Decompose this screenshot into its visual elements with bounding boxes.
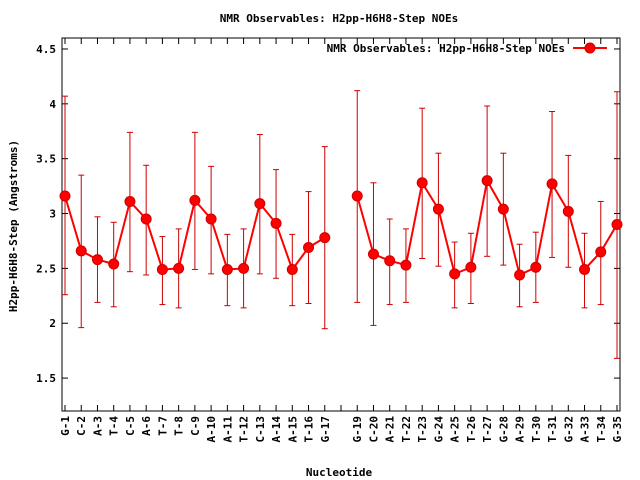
x-tick-label-4: C-5: [124, 416, 137, 436]
error-bars: [62, 90, 620, 359]
data-point-26: [481, 175, 493, 187]
data-point-1: [75, 245, 87, 257]
legend-marker: [584, 42, 596, 54]
data-point-8: [189, 194, 201, 206]
data-point-25: [465, 261, 477, 273]
y-tick-label-2: 2.5: [36, 262, 56, 275]
chart-title: NMR Observables: H2pp-H6H8-Step NOEs: [220, 12, 458, 25]
data-point-16: [319, 232, 331, 244]
x-tick-label-1: C-2: [75, 416, 88, 436]
data-point-30: [546, 178, 558, 190]
data-point-27: [497, 203, 509, 215]
x-tick-label-22: T-23: [416, 416, 429, 443]
y-axis-ticks: 1.5 2 2.5 3 3.5 4 4.5: [36, 43, 620, 385]
x-tick-label-31: G-32: [562, 416, 575, 443]
x-tick-label-13: A-14: [270, 416, 283, 443]
x-tick-label-8: C-9: [189, 416, 202, 436]
data-point-6: [156, 263, 168, 275]
data-point-18: [351, 190, 363, 202]
x-tick-label-9: A-10: [205, 416, 218, 443]
data-point-23: [432, 203, 444, 215]
series-line-group: [64, 177, 618, 277]
x-tick-label-2: A-3: [91, 416, 104, 436]
x-tick-label-15: T-16: [303, 416, 316, 443]
x-tick-label-28: A-29: [514, 416, 527, 443]
data-point-22: [416, 177, 428, 189]
x-tick-label-18: G-19: [351, 416, 364, 443]
data-point-31: [562, 205, 574, 217]
x-tick-label-10: A-11: [221, 416, 234, 443]
data-point-13: [270, 217, 282, 229]
data-point-24: [449, 268, 461, 280]
data-point-33: [595, 246, 607, 258]
y-tick-label-4: 3.5: [36, 153, 56, 166]
x-tick-label-21: T-22: [400, 416, 413, 443]
y-tick-label-0: 1.5: [36, 372, 56, 385]
x-tick-label-11: T-12: [238, 416, 251, 443]
x-tick-label-19: C-20: [367, 416, 380, 443]
data-point-21: [400, 259, 412, 271]
x-tick-label-0: G-1: [59, 416, 72, 436]
x-tick-label-16: G-17: [319, 416, 332, 443]
x-tick-label-6: T-7: [156, 416, 169, 436]
y-tick-label-5: 4: [49, 98, 56, 111]
data-point-32: [579, 263, 591, 275]
data-point-14: [286, 263, 298, 275]
data-points: [59, 175, 623, 281]
y-tick-label-6: 4.5: [36, 43, 56, 56]
data-point-3: [108, 258, 120, 270]
y-tick-label-1: 2: [49, 317, 56, 330]
x-axis-label: Nucleotide: [306, 466, 373, 479]
y-axis-label: H2pp-H6H8-Step (Angstroms): [7, 140, 20, 312]
data-point-4: [124, 195, 136, 207]
data-point-29: [530, 261, 542, 273]
x-axis-ticks: G-1 C-2 A-3 T-4 C-5 A-6 T-7 T-8 C-9 A-10 A-11 T-12 C…: [59, 38, 624, 443]
data-point-11: [238, 262, 250, 274]
x-tick-label-5: A-6: [140, 416, 153, 436]
data-point-7: [173, 262, 185, 274]
x-tick-label-14: A-15: [286, 416, 299, 443]
x-tick-label-26: T-27: [481, 416, 494, 443]
legend-label: NMR Observables: H2pp-H6H8-Step NOEs: [327, 42, 565, 55]
data-point-34: [611, 219, 623, 230]
x-tick-label-12: C-13: [254, 416, 267, 443]
data-point-12: [254, 198, 266, 210]
y-tick-label-3: 3: [49, 208, 56, 221]
data-point-20: [384, 255, 396, 267]
x-tick-label-7: T-8: [173, 416, 186, 436]
data-point-19: [367, 248, 379, 260]
x-tick-label-34: G-35: [611, 416, 624, 443]
x-tick-label-24: A-25: [449, 416, 462, 443]
data-point-9: [205, 213, 217, 225]
data-point-2: [91, 254, 103, 266]
data-point-0: [59, 190, 71, 202]
data-point-28: [514, 269, 526, 281]
x-tick-label-32: A-33: [579, 416, 592, 443]
data-point-10: [221, 263, 233, 275]
x-tick-label-27: G-28: [497, 416, 510, 443]
x-tick-label-29: T-30: [530, 416, 543, 443]
x-tick-label-23: G-24: [432, 416, 445, 443]
x-tick-label-33: T-34: [595, 416, 608, 443]
data-point-5: [140, 213, 152, 225]
legend: NMR Observables: H2pp-H6H8-Step NOEs: [327, 42, 607, 55]
x-tick-label-20: A-21: [384, 416, 397, 443]
data-point-15: [303, 242, 315, 254]
x-tick-label-3: T-4: [108, 416, 121, 436]
x-tick-label-30: T-31: [546, 416, 559, 443]
x-tick-label-25: T-26: [465, 416, 478, 443]
